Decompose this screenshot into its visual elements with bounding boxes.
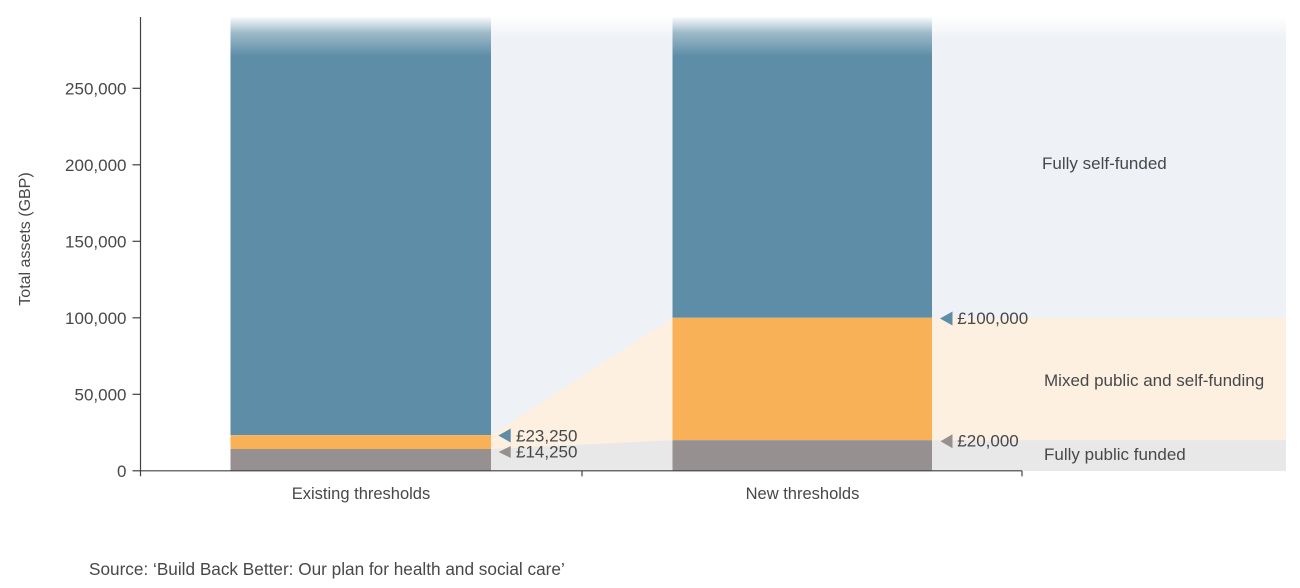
svg-text:Fully self-funded: Fully self-funded xyxy=(1042,154,1167,173)
svg-text:100,000: 100,000 xyxy=(65,309,126,328)
svg-text:Existing thresholds: Existing thresholds xyxy=(292,485,431,503)
svg-text:New thresholds: New thresholds xyxy=(746,485,860,503)
svg-text:Source: ‘Build Back Better: Ou: Source: ‘Build Back Better: Our plan for… xyxy=(89,559,565,579)
svg-text:250,000: 250,000 xyxy=(65,79,126,98)
svg-text:£100,000: £100,000 xyxy=(957,309,1028,328)
svg-text:Fully public funded: Fully public funded xyxy=(1044,445,1186,464)
svg-text:150,000: 150,000 xyxy=(65,232,126,251)
svg-text:Mixed public and self-funding: Mixed public and self-funding xyxy=(1044,371,1264,390)
svg-text:£14,250: £14,250 xyxy=(516,443,577,462)
svg-text:50,000: 50,000 xyxy=(75,385,127,404)
svg-text:Total assets (GBP): Total assets (GBP) xyxy=(17,172,34,305)
svg-text:£20,000: £20,000 xyxy=(957,432,1018,451)
svg-text:£23,250: £23,250 xyxy=(516,427,577,446)
svg-text:200,000: 200,000 xyxy=(65,156,126,175)
svg-text:0: 0 xyxy=(117,462,126,481)
